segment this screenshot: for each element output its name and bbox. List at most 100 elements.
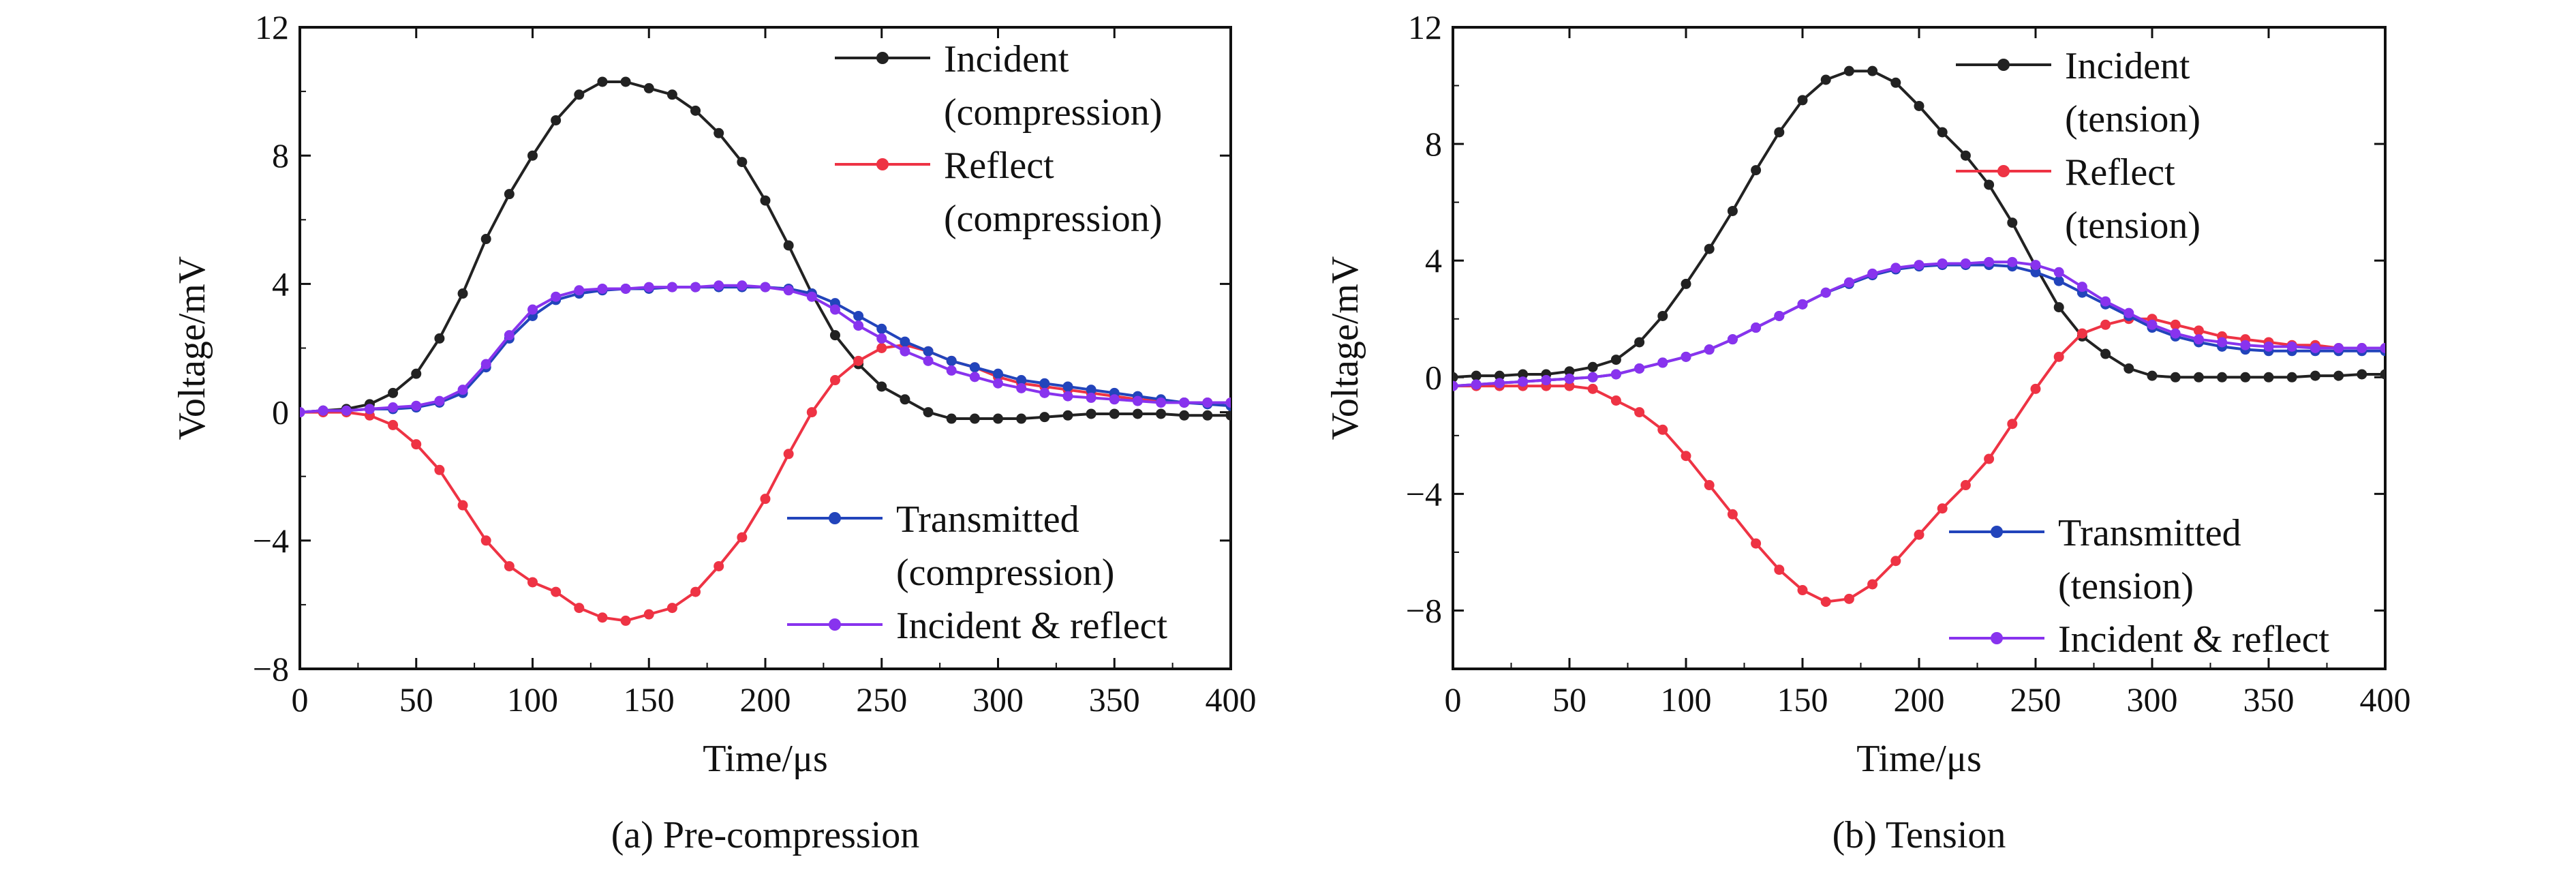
data-point-incident_reflect [318,405,328,416]
data-point-reflect [1751,538,1762,549]
data-point-reflect [666,603,677,614]
legend-label: (compression) [944,91,1162,134]
x-tick-label: 400 [1206,680,1257,719]
data-point-incident [434,333,445,344]
data-point-incident [900,394,910,405]
data-point-reflect [2007,419,2018,430]
data-point-reflect [1657,424,1668,435]
data-point-incident [1016,413,1027,424]
legend-label: Incident & reflect [896,605,1167,647]
data-point-incident_reflect [1587,372,1598,382]
x-tick-label: 300 [2127,680,2178,719]
data-point-incident [1062,410,1073,421]
data-point-incident_reflect [1960,258,1971,269]
data-point-incident [1453,372,1458,382]
data-point-incident [714,127,724,138]
data-point-reflect [829,375,840,386]
legend-label: Transmitted [896,498,1079,541]
legend-label: (tension) [2058,565,2194,608]
data-point-incident_reflect [969,372,980,382]
data-point-incident [1518,369,1529,380]
legend-label: Transmitted [2058,512,2241,554]
data-point-incident [1086,408,1097,419]
data-point-reflect [411,439,422,450]
data-point-reflect [480,535,491,546]
legend-label: (compression) [896,552,1114,594]
data-point-reflect [2170,319,2181,330]
data-point-incident_reflect [1634,363,1645,374]
data-point-incident [1109,408,1120,419]
legend-marker [1991,526,2003,538]
data-point-reflect [527,577,538,588]
series-group [1453,65,2385,608]
legend-marker [876,158,889,170]
data-point-incident [2286,372,2297,382]
data-point-reflect [1681,451,1691,462]
data-point-incident_reflect [1202,397,1213,408]
data-point-incident [2263,372,2274,382]
data-point-incident [690,105,701,116]
data-point-incident [946,413,957,424]
data-point-incident [1867,65,1878,76]
data-point-reflect [690,586,701,597]
data-point-incident_reflect [2310,343,2320,353]
legend-label: (compression) [944,198,1162,240]
data-point-reflect [504,560,515,571]
legend-marker [829,618,841,631]
data-point-incident_reflect [946,365,957,376]
data-point-reflect [643,609,654,620]
data-point-incident [643,82,654,93]
data-point-incident [480,234,491,245]
data-point-incident [1156,408,1167,419]
x-tick-label: 150 [1777,680,1828,719]
data-point-incident_reflect [2217,337,2228,348]
data-point-incident_reflect [643,282,654,292]
data-point-incident_reflect [1610,369,1621,380]
data-point-incident [923,407,934,418]
data-point-reflect [1867,579,1878,590]
data-point-incident [1610,355,1621,365]
data-point-incident [2240,372,2251,382]
y-tick-label: −4 [253,522,289,560]
y-tick-label: 8 [1425,125,1442,163]
data-point-incident_reflect [2170,328,2181,339]
legend-entry-incident_reflect: Incident & reflect [787,605,1167,647]
data-point-incident [2193,372,2204,382]
data-point-incident_reflect [2380,343,2385,353]
data-point-incident_reflect [1156,397,1167,408]
data-point-transmitted [969,362,980,373]
data-point-incident_reflect [1016,382,1027,393]
data-point-transmitted [993,368,1003,379]
data-point-incident_reflect [1843,277,1854,288]
data-point-incident_reflect [783,285,794,296]
data-point-reflect [1704,480,1715,491]
data-point-incident_reflect [2100,296,2111,307]
data-point-incident_reflect [1453,380,1458,391]
data-point-incident_reflect [597,283,608,294]
data-point-incident_reflect [737,280,748,291]
data-point-reflect [1610,395,1621,406]
data-point-reflect [760,494,771,505]
data-point-incident [1039,412,1050,423]
legend-label: Reflect [2065,151,2175,194]
data-point-incident_reflect [1225,397,1231,408]
data-point-incident_reflect [1541,375,1552,386]
y-tick-label: −8 [1406,591,1442,629]
panel-pre-compression: 0 50 100 150 200 250 300 350 400 −8 −4 0 4 8 12 Time/μs… [171,8,1257,856]
data-point-incident_reflect [1704,344,1715,355]
panel-caption: (a) Pre-compression [611,814,920,856]
data-point-incident_reflect [2007,256,2018,267]
data-point-incident_reflect [1132,395,1143,406]
data-point-incident_reflect [1727,334,1738,345]
data-point-reflect [1960,480,1971,491]
data-point-reflect [1797,585,1808,596]
data-point-reflect [2193,325,2204,336]
data-point-incident_reflect [1039,387,1050,398]
data-point-incident_reflect [620,283,631,294]
series-group [300,76,1231,626]
data-point-incident [993,413,1003,424]
data-point-incident [783,240,794,251]
x-tick-label: 100 [507,680,558,719]
data-point-incident_reflect [900,346,910,357]
data-point-incident [388,387,399,398]
